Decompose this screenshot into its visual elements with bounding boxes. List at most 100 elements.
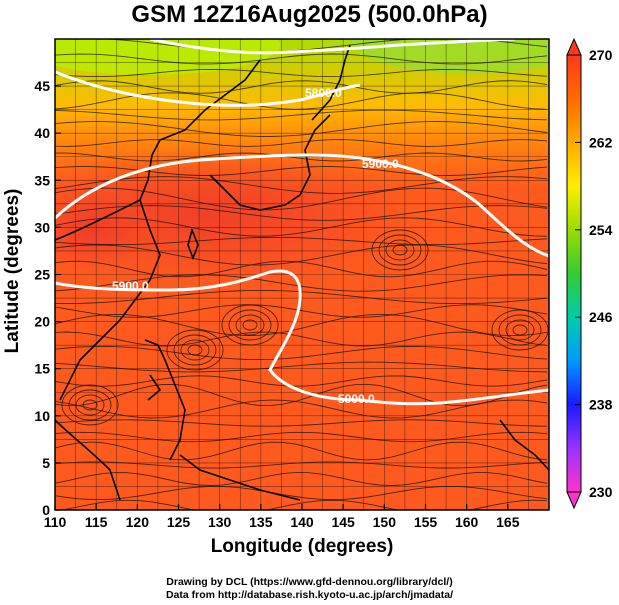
streamline-eddy [498, 314, 542, 346]
streamline [55, 304, 548, 318]
y-tick-label: 10 [34, 408, 50, 424]
streamline [55, 461, 548, 469]
contour-labels: 5900.0 5900.0 5900.0 5800.0 [112, 86, 399, 406]
streamline [55, 345, 548, 361]
streamline-eddy [512, 324, 528, 336]
y-tick-label: 5 [42, 455, 50, 471]
y-tick-label: 0 [42, 502, 50, 518]
streamline [55, 289, 548, 305]
streamline-eddy [228, 309, 272, 341]
x-axis-ticks: 110 115 120 125 130 135 140 145 150 155 160 165 [44, 504, 520, 530]
y-tick-label: 20 [34, 314, 50, 330]
streamline-eddy [68, 389, 112, 421]
colorbar-tick-label: 254 [589, 222, 613, 238]
y-tick-label: 45 [34, 78, 50, 94]
x-tick-label: 110 [44, 514, 67, 530]
streamline-eddy [378, 234, 422, 266]
colorbar-bottom-arrow [566, 491, 582, 510]
streamline [55, 53, 548, 65]
streamline [55, 260, 548, 278]
x-tick-label: 120 [126, 514, 150, 530]
contour-label: 5900.0 [338, 392, 375, 406]
y-tick-label: 40 [34, 125, 50, 141]
x-tick-label: 165 [496, 514, 520, 530]
x-tick-label: 160 [455, 514, 479, 530]
contour-label: 5900.0 [112, 279, 149, 293]
streamline [55, 441, 548, 461]
contour-lines [55, 39, 549, 406]
y-tick-label: 35 [34, 172, 50, 188]
streamline [55, 485, 548, 501]
streamline [55, 166, 548, 176]
colorbar-ticks: 230 238 246 254 262 270 [575, 47, 613, 500]
streamline [55, 431, 548, 443]
field-layer [55, 39, 549, 510]
streamline [55, 472, 548, 486]
y-axis-ticks: 0 5 10 15 20 25 30 35 40 45 [34, 78, 61, 518]
streamline-eddy [180, 339, 210, 361]
streamline [55, 92, 548, 110]
chart-title: GSM 12Z16Aug2025 (500.0hPa) [131, 1, 488, 28]
x-tick-label: 135 [249, 514, 273, 530]
streamline [55, 80, 548, 94]
colorbar-tick-label: 230 [589, 484, 613, 500]
streamline [55, 274, 548, 292]
gridlines [55, 39, 549, 510]
streamline-eddy [75, 394, 105, 416]
streamline [55, 109, 548, 121]
x-tick-label: 140 [290, 514, 314, 530]
streamline-eddy [385, 239, 415, 261]
streamline-eddy [173, 334, 217, 366]
streamline [55, 68, 548, 78]
contour-label: 5900.0 [362, 157, 399, 171]
colorbar-bar [566, 54, 582, 493]
x-tick-label: 150 [373, 514, 397, 530]
x-tick-label: 115 [85, 514, 108, 530]
streamline [55, 375, 548, 387]
streamline [55, 331, 548, 347]
streamline-eddy [166, 329, 224, 371]
streamline-eddy [235, 314, 265, 336]
streamline-eddy [491, 309, 549, 351]
streamline-eddy [505, 319, 535, 341]
streamline [55, 419, 548, 427]
streamline-eddy [242, 319, 258, 331]
y-tick-label: 30 [34, 219, 50, 235]
streamline-eddy [371, 229, 429, 271]
y-tick-label: 25 [34, 267, 50, 283]
coastlines [55, 44, 549, 501]
data-credit: Data from http://database.rish.kyoto-u.a… [165, 589, 454, 601]
y-tick-label: 15 [34, 361, 50, 377]
streamline [55, 139, 548, 147]
streamline [55, 361, 548, 373]
streamline-eddy [392, 244, 408, 256]
y-axis-label: Latitude (degrees) [2, 188, 23, 354]
streamline [55, 399, 548, 419]
streamline [55, 217, 548, 237]
x-axis-label: Longitude (degrees) [210, 536, 394, 557]
streamline-eddy [187, 344, 203, 356]
drawing-credit: Drawing by DCL (https://www.gfd-dennou.o… [166, 576, 453, 588]
streamlines [55, 39, 549, 510]
colorbar-tick-label: 262 [589, 134, 613, 150]
x-tick-label: 130 [208, 514, 232, 530]
colorbar-tick-label: 270 [589, 47, 613, 63]
streamline-eddy [221, 304, 279, 346]
streamline [55, 244, 548, 266]
colorbar-tick-label: 246 [589, 309, 613, 325]
x-tick-label: 145 [331, 514, 355, 530]
colorbar: 230 238 246 254 262 270 [566, 37, 613, 510]
streamline [55, 121, 548, 137]
contour-label: 5800.0 [305, 86, 342, 100]
colorbar-top-arrow [566, 37, 582, 56]
x-tick-label: 125 [167, 514, 191, 530]
x-tick-label: 155 [414, 514, 438, 530]
streamline [55, 176, 548, 194]
streamline [55, 499, 548, 510]
streamline [55, 313, 548, 337]
streamline-eddy [61, 384, 119, 426]
streamline-eddy [82, 399, 98, 411]
streamline [55, 152, 548, 162]
streamline [55, 236, 548, 246]
